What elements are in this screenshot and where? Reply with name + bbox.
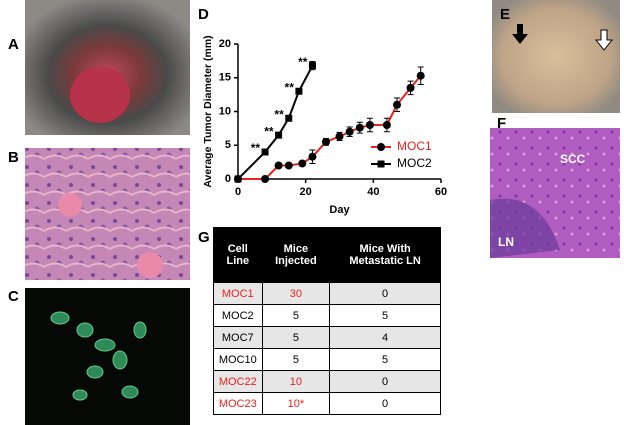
photo-pearl [58,193,82,217]
column-header: Mice With Metastatic LN [329,227,441,283]
table-row: MOC2 5 5 [213,304,441,327]
table-cell: 0 [329,392,441,415]
photo-dissection [492,0,620,113]
marker [335,132,344,141]
y-axis-label: Average Tumor Diameter (mm) [202,35,214,187]
marker [321,137,330,146]
table-row: MOC7 5 4 [213,326,441,349]
marker [234,175,242,183]
table: Cell Line Mice Injected Mice With Metastat… [213,227,441,415]
marker [308,152,317,161]
marker [377,160,385,168]
marker [274,161,283,170]
x-tick-label: 60 [435,186,447,198]
legend-label: MOC2 [397,156,432,170]
y-tick-label: 5 [225,139,231,151]
panel-label: D [198,6,209,23]
marker [295,87,303,95]
panel-label: C [8,288,19,305]
marker [377,143,385,151]
significance: ** [298,55,308,69]
table-cell: 0 [329,370,441,393]
table-cell: 5 [261,304,331,327]
marker [382,121,391,129]
photo-fluorescence [25,288,190,425]
chart: 0 5 10 15 20 0 20 40 60 Day Average Tumor Diameter… [202,35,447,216]
region-label: SCC [560,152,586,166]
table-cell: 0 [329,282,441,305]
table-cell: 5 [261,326,331,349]
table-cell: MOC7 [213,326,263,349]
photo-histology [25,148,190,280]
table-cell: MOC22 [213,370,263,393]
marker [393,100,402,109]
marker [285,114,293,122]
table-cell: MOC23 [213,392,263,415]
marker [416,71,425,80]
column-header: Mice Injected [261,227,331,283]
photo-cells [50,311,147,401]
table-cell: 30 [261,282,331,305]
panel-label: F [497,115,506,132]
significance: ** [264,124,274,138]
marker [261,175,270,183]
table-cell: 5 [261,348,331,371]
x-axis-label: Day [329,204,350,216]
x-tick-label: 20 [300,186,312,198]
x-tick-label: 40 [367,186,379,198]
region-label: LN [498,235,514,249]
x-tick-label: 0 [235,186,241,198]
significance: ** [285,80,295,94]
marker [345,127,354,136]
table-cell: 5 [329,348,441,371]
table-cell: 10 [261,370,331,393]
table-row: MOC1 30 0 [213,282,441,305]
marker [355,123,364,132]
significance: ** [274,107,284,121]
series-line [237,65,314,180]
marker [298,159,307,168]
marker [261,148,269,156]
y-tick-label: 20 [219,38,231,50]
panel-label: A [8,36,19,53]
table-row: MOC10 5 5 [213,348,441,371]
significance: ** [251,141,261,155]
table-cell: MOC10 [213,348,263,371]
marker [365,121,374,129]
table-cell: 4 [329,326,441,349]
table-cell: 10* [261,392,331,415]
table-cell: MOC2 [213,304,263,327]
panel-label: B [8,149,19,166]
marker [284,161,293,170]
marker [308,62,316,70]
photo-mouth [70,67,130,123]
table-row: MOC23 10* 0 [213,392,441,415]
arrow-open [594,29,614,51]
arrow-filled [512,24,528,44]
y-tick-label: 10 [219,105,231,117]
marker [275,131,283,139]
photo-ln-region [490,198,560,258]
photo-pearl [137,252,163,278]
y-tick-label: 0 [225,173,231,185]
column-header: Cell Line [213,227,263,283]
y-tick-label: 15 [219,72,231,84]
table-row: MOC22 10 0 [213,370,441,393]
panel-label: G [198,229,210,246]
panel-label: E [500,6,510,23]
table-cell: MOC1 [213,282,263,305]
legend-label: MOC1 [397,139,432,153]
marker [406,83,415,92]
table-cell: 5 [329,304,441,327]
